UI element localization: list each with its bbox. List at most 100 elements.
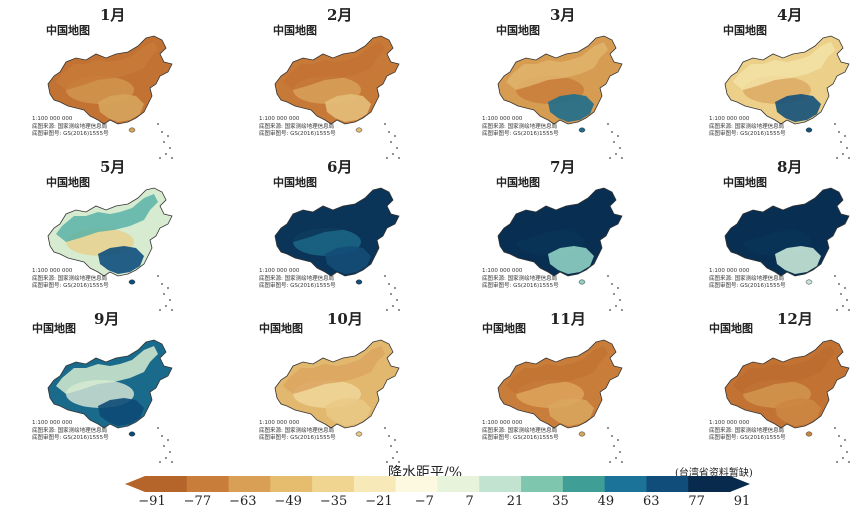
map-note-scale: 1:100 000 000 bbox=[709, 420, 750, 426]
island-dot bbox=[615, 305, 617, 307]
map-panel: 9月 中国地图 1:100 000 000 底图来源: 国家测绘地理信息局 底图审图号:… bbox=[28, 308, 228, 463]
map-note-approval: 底图审图号: GS(2016)1555号 bbox=[259, 283, 336, 289]
map-title: 中国地图 bbox=[259, 322, 303, 335]
island-dot bbox=[169, 299, 171, 301]
island-dot bbox=[157, 427, 159, 429]
island-dot bbox=[384, 275, 386, 277]
northern-zone bbox=[733, 42, 835, 90]
map-note-scale: 1:100 000 000 bbox=[709, 268, 750, 274]
island-dot bbox=[619, 147, 621, 149]
island-dot bbox=[161, 435, 163, 437]
map-note-scale: 1:100 000 000 bbox=[259, 268, 300, 274]
island-dot bbox=[836, 157, 838, 159]
map-note-source: 底图来源: 国家测绘地理信息局 bbox=[259, 123, 335, 130]
island-dot bbox=[161, 283, 163, 285]
map-title: 中国地图 bbox=[482, 322, 526, 335]
month-title: 5月 bbox=[100, 158, 126, 176]
island-dot bbox=[840, 445, 842, 447]
island-dot bbox=[167, 135, 169, 137]
map-notes: 1:100 000 000 底图来源: 国家测绘地理信息局 底图审图号: GS(20… bbox=[259, 420, 336, 443]
southern-zone bbox=[98, 94, 144, 122]
island-dot bbox=[844, 439, 846, 441]
island-dot bbox=[615, 457, 617, 459]
island-dot bbox=[163, 141, 165, 143]
month-title: 12月 bbox=[777, 310, 813, 328]
map-panel: 2月 中国地图 1:100 000 000 底图来源: 国家测绘地理信息局 底图审图号:… bbox=[255, 4, 455, 159]
colorbar-right-arrow bbox=[730, 476, 750, 492]
island-dot bbox=[836, 309, 838, 311]
island-dot bbox=[165, 457, 167, 459]
month-title: 1月 bbox=[100, 6, 126, 24]
map-notes: 1:100 000 000 底图来源: 国家测绘地理信息局 底图审图号: GS(20… bbox=[482, 116, 559, 139]
map-note-approval: 底图审图号: GS(2016)1555号 bbox=[32, 131, 109, 137]
island-dot bbox=[396, 451, 398, 453]
hainan-island bbox=[355, 279, 363, 285]
month-title: 10月 bbox=[327, 310, 363, 328]
hainan-island bbox=[805, 127, 813, 133]
month-title: 4月 bbox=[777, 6, 803, 24]
island-dot bbox=[609, 157, 611, 159]
map-note-source: 底图来源: 国家测绘地理信息局 bbox=[32, 427, 108, 434]
map-panel: 1月 中国地图 1:100 000 000 底图来源: 国家测绘地理信息局 底图审图号:… bbox=[28, 4, 228, 159]
map-note-source: 底图来源: 国家测绘地理信息局 bbox=[709, 427, 785, 434]
island-dot bbox=[159, 461, 161, 463]
southern-zone bbox=[325, 94, 371, 122]
island-dot bbox=[167, 439, 169, 441]
southern-zone bbox=[98, 398, 144, 426]
map-title: 中国地图 bbox=[496, 176, 540, 189]
map-note-source: 底图来源: 国家测绘地理信息局 bbox=[32, 275, 108, 282]
map-panel: 3月 中国地图 1:100 000 000 底图来源: 国家测绘地理信息局 底图审图号:… bbox=[478, 4, 678, 159]
map-notes: 1:100 000 000 底图来源: 国家测绘地理信息局 底图审图号: GS(20… bbox=[482, 268, 559, 291]
southern-zone bbox=[548, 246, 594, 274]
island-dot bbox=[386, 309, 388, 311]
southern-zone bbox=[548, 398, 594, 426]
island-dot bbox=[163, 293, 165, 295]
map-note-source: 底图来源: 国家测绘地理信息局 bbox=[32, 123, 108, 130]
island-dot bbox=[390, 293, 392, 295]
colorbar-segment bbox=[228, 476, 271, 492]
map-note-approval: 底图审图号: GS(2016)1555号 bbox=[482, 435, 559, 441]
island-dot bbox=[609, 309, 611, 311]
island-dot bbox=[609, 461, 611, 463]
island-dot bbox=[613, 141, 615, 143]
precipitation-map bbox=[724, 35, 850, 159]
map-note-approval: 底图审图号: GS(2016)1555号 bbox=[482, 283, 559, 289]
island-dot bbox=[394, 287, 396, 289]
map-panel: 4月 中国地图 1:100 000 000 底图来源: 国家测绘地理信息局 底图审图号:… bbox=[705, 4, 850, 159]
colorbar-segment bbox=[270, 476, 313, 492]
map-note-scale: 1:100 000 000 bbox=[32, 268, 73, 274]
map-notes: 1:100 000 000 底图来源: 国家测绘地理信息局 底图审图号: GS(20… bbox=[32, 268, 109, 291]
island-dot bbox=[161, 131, 163, 133]
map-title: 中国地图 bbox=[273, 176, 317, 189]
northern-zone bbox=[506, 42, 608, 90]
map-notes: 1:100 000 000 底图来源: 国家测绘地理信息局 底图审图号: GS(20… bbox=[259, 268, 336, 291]
island-dot bbox=[398, 157, 400, 159]
map-title: 中国地图 bbox=[723, 176, 767, 189]
northern-zone bbox=[506, 346, 608, 394]
island-dot bbox=[167, 287, 169, 289]
island-dot bbox=[386, 461, 388, 463]
hainan-island bbox=[578, 127, 586, 133]
island-dot bbox=[838, 283, 840, 285]
island-dot bbox=[834, 123, 836, 125]
map-title: 中国地图 bbox=[32, 322, 76, 335]
map-panel: 12月 中国地图 1:100 000 000 底图来源: 国家测绘地理信息局 底图审图号… bbox=[705, 308, 850, 463]
colorbar-tick-label: −63 bbox=[229, 494, 257, 509]
colorbar-segment bbox=[562, 476, 606, 492]
map-panel: 10月中国地图 1:100 000 000 底图来源: 国家测绘地理信息局 底图审图号… bbox=[255, 308, 455, 463]
island-dot bbox=[165, 153, 167, 155]
southern-zone bbox=[325, 398, 371, 426]
colorbar-segment bbox=[437, 476, 480, 492]
island-dot bbox=[169, 147, 171, 149]
colorbar-segment bbox=[479, 476, 522, 492]
southern-zone bbox=[775, 246, 821, 274]
northern-zone bbox=[56, 194, 158, 242]
island-dot bbox=[163, 445, 165, 447]
colorbar-segment bbox=[353, 476, 397, 492]
island-dot bbox=[621, 461, 623, 463]
colorbar-tick-label: 21 bbox=[506, 494, 524, 509]
china-border bbox=[497, 339, 623, 429]
colorbar-left-arrow bbox=[125, 476, 145, 492]
map-note-source: 底图来源: 国家测绘地理信息局 bbox=[709, 123, 785, 130]
precipitation-map bbox=[497, 339, 623, 463]
